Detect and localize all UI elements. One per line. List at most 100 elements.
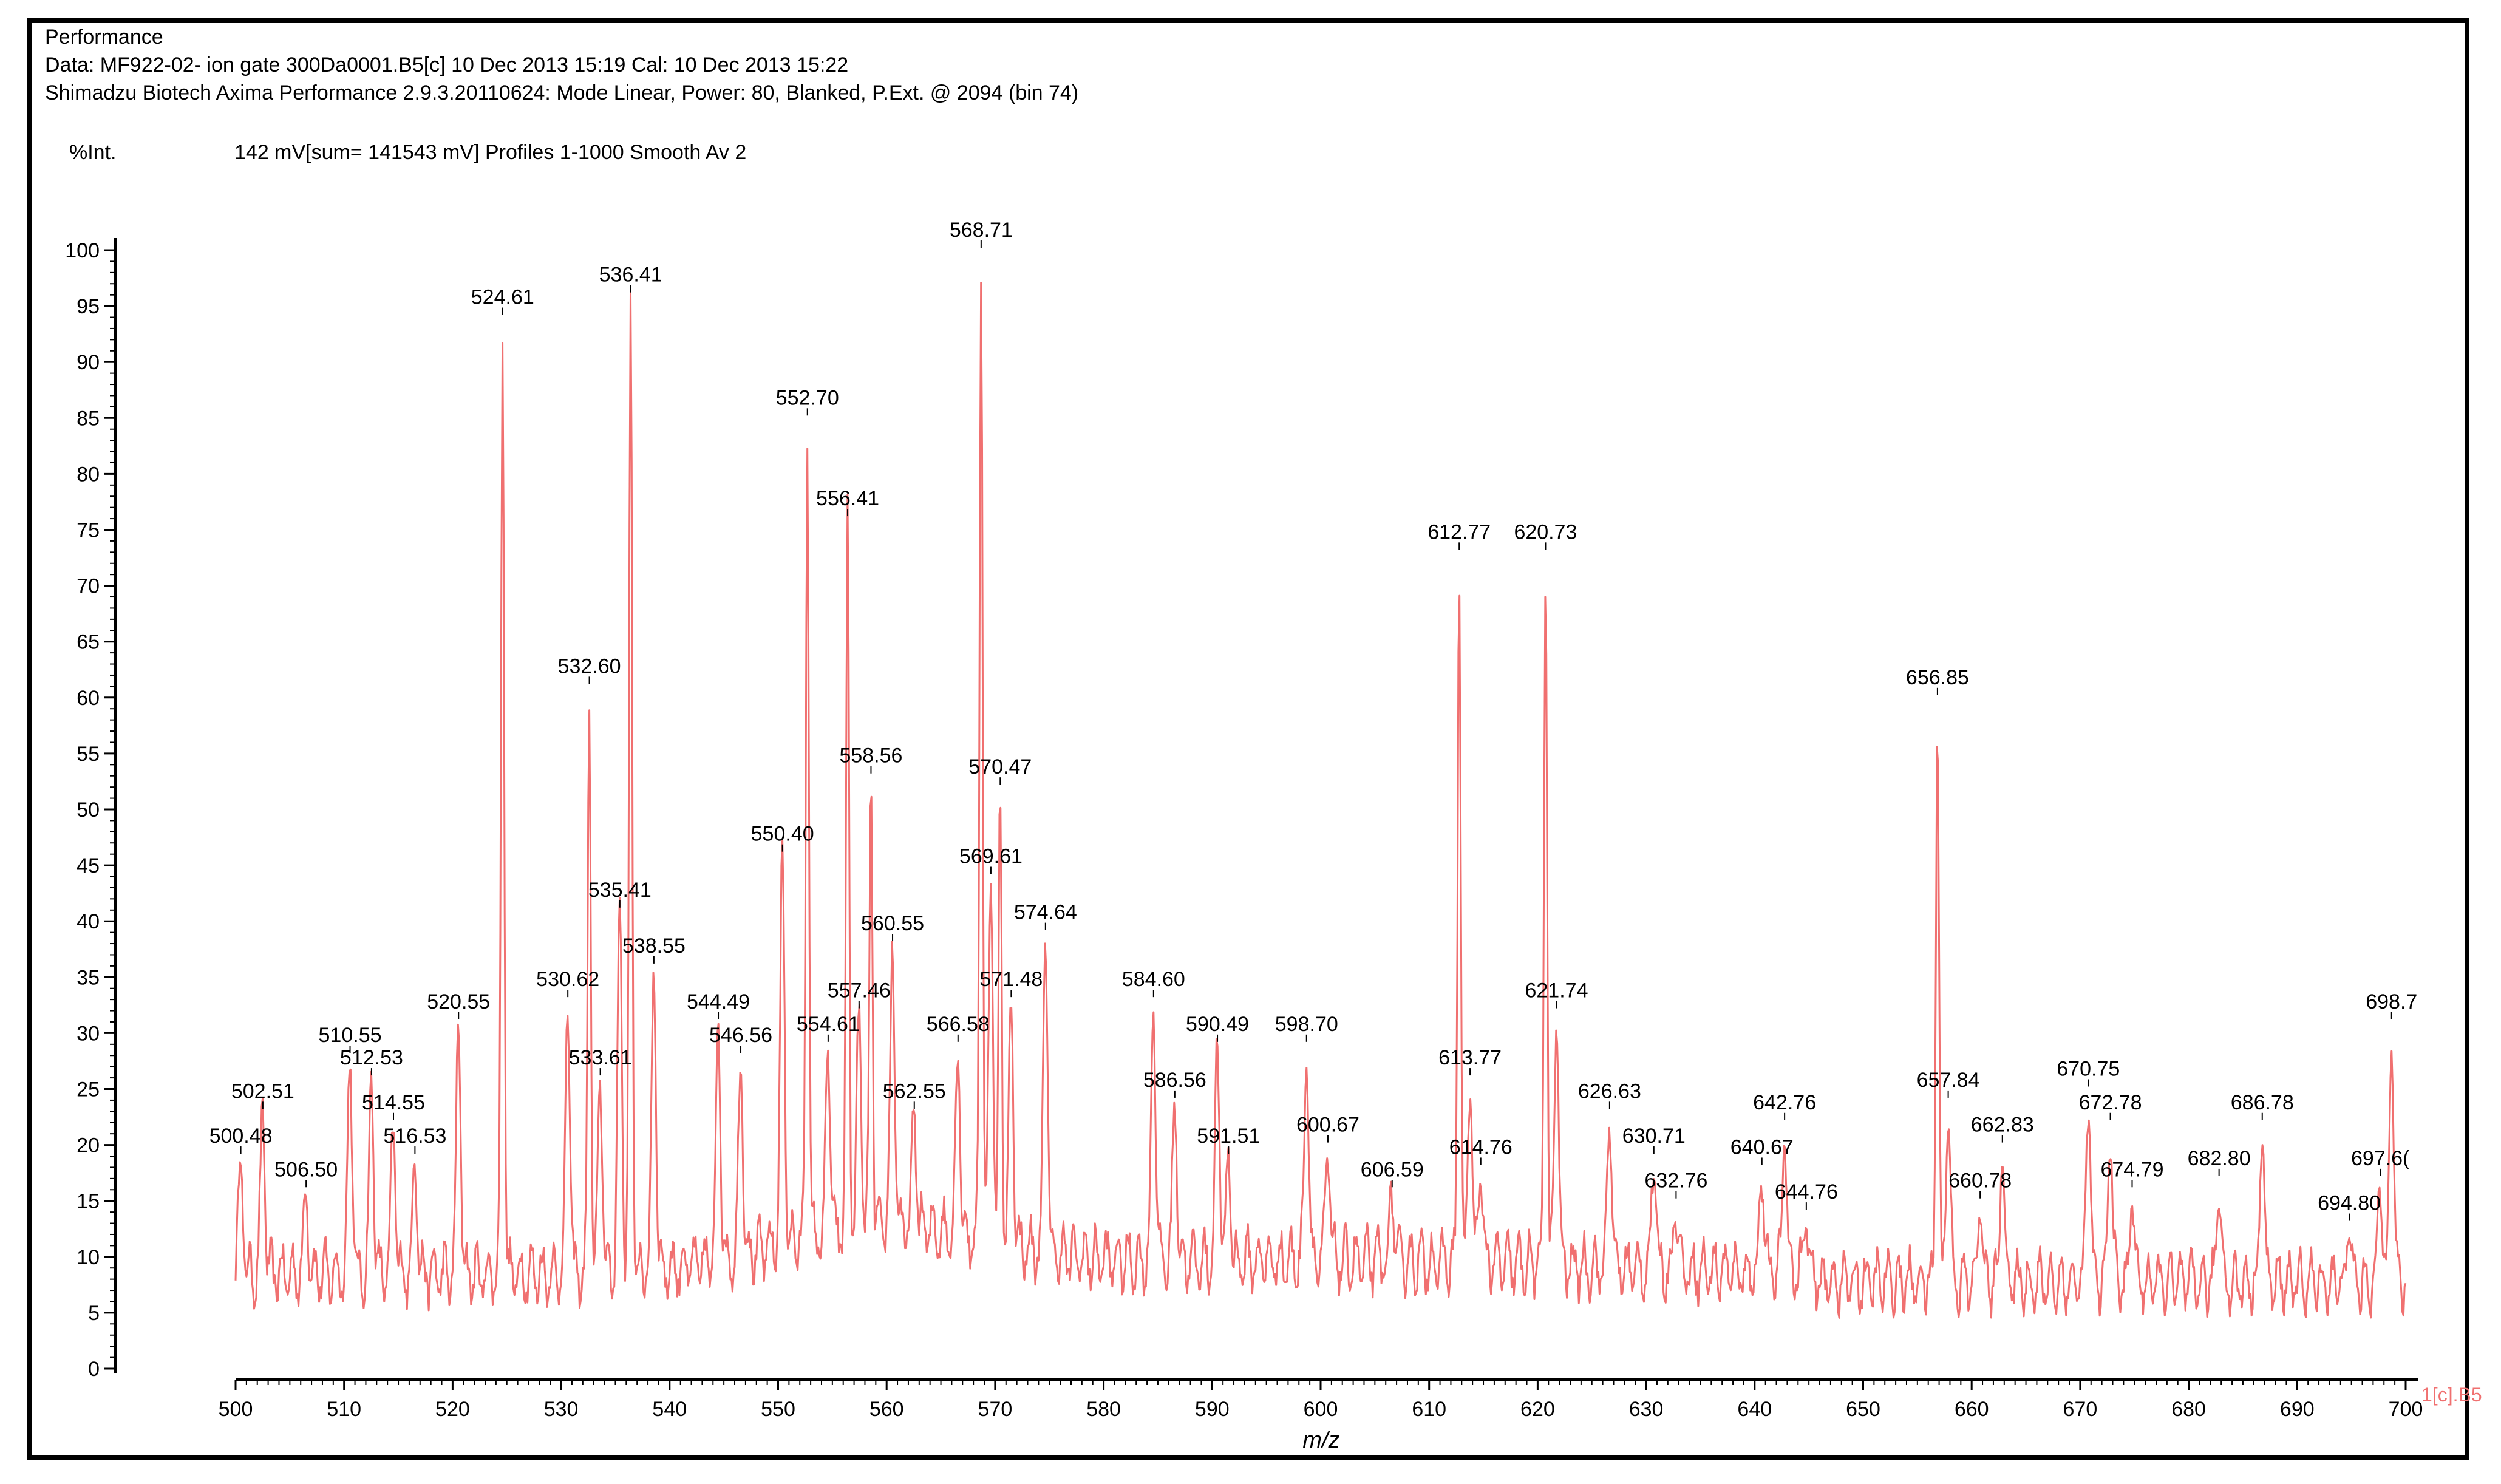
peak-label: 552.70 [776, 386, 839, 409]
x-tick-label: 690 [2280, 1398, 2315, 1421]
x-tick-label: 520 [435, 1398, 470, 1421]
peak-label: 568.71 [950, 219, 1013, 242]
y-tick-label: 60 [77, 687, 100, 710]
peak-label: 538.55 [622, 934, 686, 958]
peak-label: 590.49 [1186, 1013, 1249, 1036]
header-data-line: Data: MF922-02- ion gate 300Da0001.B5[c]… [45, 53, 849, 77]
peak-label: 536.41 [599, 264, 662, 287]
peak-label: 584.60 [1122, 968, 1185, 991]
peak-label: 656.85 [1906, 666, 1969, 689]
peak-label: 640.67 [1730, 1135, 1794, 1159]
peak-label: 570.47 [968, 755, 1032, 778]
peak-label: 520.55 [427, 990, 490, 1013]
peak-label: 614.76 [1449, 1135, 1513, 1159]
profile-info: 142 mV[sum= 141543 mV] Profiles 1-1000 S… [234, 141, 747, 164]
header-instrument-line: Shimadzu Biotech Axima Performance 2.9.3… [45, 81, 1079, 104]
x-tick-label: 570 [978, 1398, 1013, 1421]
peak-label: 550.40 [751, 823, 814, 846]
peak-label: 574.64 [1014, 901, 1077, 924]
x-tick-label: 510 [327, 1398, 361, 1421]
peak-label: 682.80 [2188, 1147, 2251, 1170]
header-title: Performance [45, 26, 163, 49]
x-tick-label: 640 [1737, 1398, 1772, 1421]
y-tick-label: 30 [77, 1022, 100, 1045]
peak-label: 626.63 [1578, 1080, 1641, 1103]
peak-label: 621.74 [1525, 979, 1588, 1002]
peak-label: 554.61 [797, 1013, 860, 1036]
peak-label: 530.62 [536, 968, 599, 991]
y-tick-label: 90 [77, 351, 100, 374]
peak-label: 535.41 [588, 879, 652, 902]
peak-label: 556.41 [816, 487, 879, 510]
x-tick-label: 620 [1520, 1398, 1555, 1421]
y-tick-label: 85 [77, 407, 100, 430]
x-tick-label: 560 [869, 1398, 904, 1421]
peak-label: 557.46 [828, 979, 891, 1002]
y-tick-label: 5 [88, 1302, 100, 1325]
x-tick-label: 700 [2389, 1398, 2423, 1421]
peak-label: 562.55 [883, 1080, 946, 1103]
peak-label: 632.76 [1644, 1169, 1707, 1193]
peak-label: 544.49 [687, 990, 750, 1013]
x-tick-label: 650 [1846, 1398, 1880, 1421]
x-tick-label: 670 [2063, 1398, 2098, 1421]
y-tick-label: 15 [77, 1190, 100, 1213]
y-tick-label: 55 [77, 743, 100, 766]
x-tick-label: 500 [219, 1398, 253, 1421]
peak-label: 686.78 [2231, 1091, 2294, 1114]
y-axis-ticks: 0 5 10 15 20 25 30 35 40 45 50 55 60 65 70 75 80 85 90 95 10… [65, 239, 115, 1381]
y-tick-label: 75 [77, 519, 100, 542]
x-tick-label: 530 [544, 1398, 579, 1421]
y-tick-label: 50 [77, 798, 100, 822]
peak-label: 613.77 [1438, 1046, 1502, 1069]
peak-label: 560.55 [861, 912, 924, 935]
peak-label: 612.77 [1427, 520, 1491, 543]
peak-label: 630.71 [1622, 1125, 1686, 1148]
peak-label: 657.84 [1917, 1069, 1980, 1092]
peak-label: 566.58 [927, 1013, 990, 1036]
peak-label: 644.76 [1775, 1180, 1838, 1203]
intensity-axis-label: %Int. [69, 141, 117, 164]
y-tick-label: 20 [77, 1134, 100, 1157]
peak-label: 694.80 [2318, 1192, 2381, 1215]
peak-label: 569.61 [959, 845, 1023, 868]
peak-label: 571.48 [979, 968, 1043, 991]
peak-label: 506.50 [274, 1158, 338, 1181]
peak-label: 672.78 [2079, 1091, 2142, 1114]
edge-truncated-label: 1[c].B5 [2421, 1384, 2482, 1406]
y-tick-label: 80 [77, 463, 100, 486]
y-tick-label: 45 [77, 854, 100, 877]
x-tick-label: 680 [2171, 1398, 2206, 1421]
x-tick-label: 550 [761, 1398, 795, 1421]
peak-label: 546.56 [709, 1024, 772, 1047]
peak-label: 660.78 [1948, 1169, 2012, 1193]
x-axis-ticks: 500 510 520 530 540 550 560 570 580 590 600 610 620 6… [219, 1380, 2423, 1421]
peak-label: 591.51 [1197, 1125, 1260, 1148]
x-tick-label: 590 [1195, 1398, 1230, 1421]
peak-label: 598.70 [1275, 1013, 1338, 1036]
y-tick-label: 95 [77, 295, 100, 318]
peak-label: 500.48 [209, 1125, 273, 1148]
peak-label: 662.83 [1971, 1114, 2034, 1137]
peak-label: 533.61 [569, 1046, 632, 1069]
y-tick-label: 10 [77, 1246, 100, 1269]
peak-label: 606.59 [1361, 1158, 1424, 1181]
peak-label: 512.53 [340, 1046, 403, 1069]
plot-frame [27, 18, 2469, 1460]
peak-label: 642.76 [1753, 1091, 1816, 1114]
x-tick-label: 540 [652, 1398, 687, 1421]
spectrum-series-line [234, 282, 2407, 1319]
peak-label: 510.55 [319, 1024, 382, 1047]
peak-label: 698.7 [2366, 990, 2417, 1013]
peak-label: 674.79 [2100, 1158, 2163, 1181]
x-tick-label: 630 [1629, 1398, 1664, 1421]
x-axis-label: m/z [1302, 1428, 1339, 1453]
x-tick-label: 600 [1304, 1398, 1338, 1421]
y-tick-label: 100 [65, 239, 100, 262]
peak-label: 670.75 [2057, 1058, 2120, 1081]
y-tick-label: 35 [77, 966, 100, 989]
peak-label: 586.56 [1143, 1069, 1206, 1092]
peak-label: 558.56 [839, 744, 902, 768]
